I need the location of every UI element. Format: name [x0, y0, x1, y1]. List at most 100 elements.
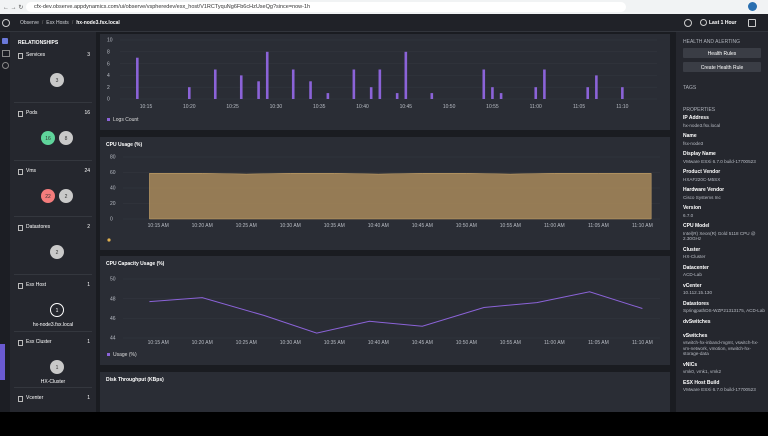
x-tick-label: 10:55 AM — [500, 340, 521, 346]
node-circle[interactable] — [50, 73, 64, 87]
legend-swatch — [107, 118, 110, 121]
property-value: vswitch-hx-inband-mgmt, vswitch-hx-vm-ne… — [683, 340, 759, 356]
chart-title: CPU Usage (%) — [106, 142, 142, 148]
nav-icon[interactable] — [2, 50, 10, 57]
x-tick-label: 10:35 — [313, 104, 326, 110]
property-value: 6.7.0 — [683, 212, 694, 218]
x-tick-label: 10:20 — [183, 104, 196, 110]
profile-icon[interactable] — [748, 2, 757, 11]
node-count: 16 — [45, 135, 51, 142]
property-value: Intel(R) Xeon(R) Gold 5118 CPU @ 2.30GHz — [683, 230, 756, 242]
property-value: SpringpathDS-WZP21313175, ACD-Lab — [683, 308, 765, 313]
time-range[interactable]: Last 1 Hour — [709, 20, 737, 26]
property-empty — [683, 325, 765, 328]
clock-icon — [700, 19, 707, 26]
line — [149, 291, 643, 334]
item-name[interactable]: Pods — [26, 110, 38, 116]
chart-panel — [100, 34, 670, 130]
x-tick-label: 10:40 — [356, 104, 369, 110]
x-tick-label: 10:50 AM — [456, 340, 477, 346]
feedback-tab[interactable] — [0, 344, 5, 380]
nav-buttons[interactable]: ← → ↻ — [3, 5, 24, 11]
address-field[interactable] — [26, 2, 626, 12]
logo[interactable] — [2, 19, 10, 27]
property-label: Display Name — [683, 151, 716, 157]
y-tick-label: 4 — [107, 73, 110, 79]
node-circle[interactable] — [50, 360, 64, 374]
item-count: 2 — [87, 224, 90, 230]
panel-title: RELATIONSHIPS — [18, 40, 59, 46]
x-tick-label: 10:40 AM — [368, 340, 389, 346]
node-circle[interactable] — [41, 189, 55, 203]
icon-rail — [0, 32, 10, 412]
chart-panel — [100, 256, 670, 365]
bar — [257, 81, 260, 99]
breadcrumb-item[interactable]: Observe — [20, 20, 39, 26]
node-circle[interactable] — [41, 131, 55, 145]
browser-bar: ← → ↻ cfx-dev.observe.appdynamics.com/ui… — [0, 0, 768, 14]
property-value: hx-node3.fsx.local — [683, 122, 721, 128]
bar — [136, 57, 139, 99]
nav-icon[interactable] — [2, 62, 9, 69]
item-icon — [18, 53, 23, 59]
bar — [482, 69, 486, 99]
nav-icon[interactable] — [2, 38, 8, 44]
x-tick-label: 10:20 AM — [192, 223, 213, 229]
x-tick-label: 10:30 AM — [280, 223, 301, 229]
bottom-bar — [0, 412, 768, 436]
legend-swatch — [107, 353, 110, 356]
legend-swatch — [107, 238, 111, 242]
property-label: vSwitches — [683, 332, 708, 339]
bar — [309, 81, 312, 99]
x-tick-label: 11:10 — [616, 104, 628, 110]
bar — [352, 69, 356, 99]
breadcrumb: Observe / Esx Hosts / hx-node3.fsx.local — [20, 20, 120, 26]
menu-icon[interactable] — [748, 19, 756, 27]
button[interactable] — [683, 62, 761, 72]
node-circle[interactable] — [50, 245, 64, 259]
button[interactable] — [683, 48, 761, 58]
item-name[interactable]: Services — [26, 52, 46, 58]
x-tick-label: 11:05 — [573, 104, 585, 110]
bar — [491, 87, 494, 99]
x-tick-label: 10:30 AM — [280, 340, 301, 346]
node-circle[interactable] — [59, 189, 73, 203]
item-name[interactable]: Vcenter — [26, 395, 44, 401]
x-tick-label: 10:15 AM — [148, 340, 169, 346]
y-tick-label: 20 — [110, 201, 116, 207]
item-count: 3 — [87, 52, 90, 58]
item-name[interactable]: Vms — [26, 168, 36, 174]
item-name[interactable]: Esx Host — [26, 282, 47, 288]
breadcrumb-item[interactable]: hx-node3.fsx.local — [76, 20, 120, 26]
item-name[interactable]: Esx Cluster — [26, 339, 52, 345]
x-tick-label: 10:50 AM — [456, 223, 477, 229]
breadcrumb-item[interactable]: Esx Hosts — [46, 20, 69, 26]
x-tick-label: 10:15 — [140, 104, 153, 110]
divider — [14, 387, 92, 388]
y-tick-label: 40 — [110, 186, 116, 192]
item-count: 1 — [87, 339, 90, 345]
x-tick-label: 10:45 — [400, 104, 413, 110]
bar — [239, 75, 243, 99]
relationships-panel: RELATIONSHIPS Services 3 3 Pods 16 16 8 Vms 24 22… — [10, 32, 96, 412]
node-circle[interactable] — [59, 131, 73, 145]
bar — [291, 69, 295, 99]
node-circle[interactable] — [50, 303, 64, 317]
property-value: VMware ESXi 6.7.0 build-17700523 — [683, 387, 756, 392]
property-label: Datacenter — [683, 264, 709, 271]
bar — [621, 87, 624, 99]
property-value: fsx-node3 — [683, 140, 704, 146]
y-tick-label: 44 — [110, 336, 116, 342]
item-count: 24 — [84, 168, 90, 174]
refresh-icon[interactable] — [684, 19, 692, 27]
x-tick-label: 10:35 AM — [324, 340, 345, 346]
property-label: Hardware Vendor — [683, 187, 725, 193]
item-icon — [18, 340, 23, 346]
divider — [14, 102, 92, 103]
bar — [499, 93, 503, 99]
y-tick-label: 60 — [110, 170, 116, 176]
button-label[interactable]: Health Rules — [707, 50, 737, 57]
x-tick-label: 10:45 AM — [412, 340, 433, 346]
item-name[interactable]: Datastores — [26, 224, 51, 230]
button-label[interactable]: Create Health Rule — [700, 64, 744, 71]
